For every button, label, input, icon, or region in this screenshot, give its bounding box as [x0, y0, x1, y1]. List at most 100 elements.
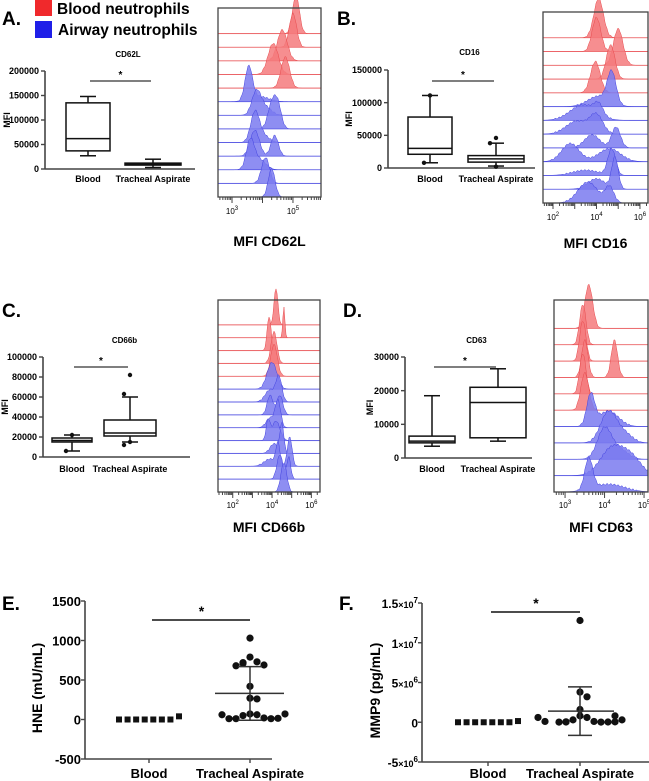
- tick-base: 10: [305, 501, 314, 510]
- data-point: [541, 717, 549, 726]
- tick-mantissa: 1: [392, 637, 399, 651]
- x-category-label: Blood: [131, 766, 168, 781]
- scatter-group-blood: [455, 718, 521, 726]
- significance-star: *: [119, 70, 123, 81]
- data-point: [253, 695, 261, 703]
- y-tick-label: 60000: [12, 392, 37, 402]
- histogram-peak: [542, 147, 649, 176]
- histogram-peak: [217, 130, 322, 157]
- x-axis-label: MFI CD66b: [233, 519, 305, 535]
- y-tick-label: 0: [411, 716, 418, 730]
- data-point: [611, 712, 619, 720]
- histogram-peak: [542, 126, 649, 149]
- chart-title: CD62L: [115, 50, 140, 59]
- data-point: [133, 716, 140, 723]
- histogram-peak: [217, 42, 322, 75]
- histogram-row-airway: [542, 126, 649, 149]
- histogram-row-airway: [217, 421, 321, 454]
- outlier-point: [121, 442, 127, 448]
- data-point: [618, 716, 626, 724]
- histogram-row-blood: [217, 330, 321, 364]
- y-tick-label: 40000: [12, 412, 37, 422]
- x-category-label: Blood: [419, 464, 445, 474]
- y-tick-label: 150000: [9, 91, 39, 101]
- data-point: [583, 713, 591, 722]
- box-blood: [408, 394, 456, 447]
- tick-base: 10: [266, 501, 275, 510]
- histogram-row-airway: [217, 109, 322, 144]
- histogram-row-airway: [217, 94, 322, 130]
- histogram-peak: [217, 316, 321, 351]
- y-tick-label: 150000: [352, 65, 382, 75]
- data-point: [176, 713, 182, 720]
- legend-swatch-airway: [35, 21, 52, 38]
- x-tick-label: 104: [590, 212, 603, 222]
- tick-mantissa: 0: [411, 716, 418, 730]
- y-axis-label: MFI: [365, 400, 375, 416]
- x-tick-label: 104: [598, 500, 611, 510]
- data-point: [141, 716, 148, 723]
- y-axis: 0 50000 100000 150000: [352, 65, 389, 173]
- data-point: [576, 616, 584, 625]
- data-point: [260, 714, 268, 722]
- box-blood: [65, 95, 111, 157]
- histogram-row-blood: [553, 283, 649, 329]
- data-point: [246, 634, 254, 642]
- x-tick-label: 102: [547, 212, 560, 222]
- data-point: [167, 716, 174, 723]
- box-blood: [51, 432, 93, 454]
- histogram-row-blood: [553, 338, 649, 378]
- tick-exponent: 5: [296, 206, 300, 212]
- y-axis: 0 20000 40000 60000 80000 100000: [7, 352, 44, 462]
- chart-title: CD66b: [112, 336, 137, 345]
- y-tick-label: 200000: [9, 66, 39, 76]
- histogram-row-airway: [217, 436, 321, 467]
- histogram-row-blood: [217, 0, 322, 35]
- x-tick-label: 103: [226, 206, 239, 216]
- tick-base: 10: [634, 213, 643, 222]
- histogram-row-airway: [553, 443, 649, 477]
- histogram-peak: [217, 330, 321, 364]
- data-point: [239, 659, 247, 668]
- outlier-point: [69, 432, 75, 438]
- y-tick-label: -5×106: [388, 755, 419, 770]
- histogram-peak: [217, 0, 322, 34]
- tick-exponent: 6: [414, 676, 419, 685]
- x-tick-label: 105: [287, 206, 300, 216]
- x-category-label: Tracheal Aspirate: [116, 174, 191, 184]
- panel-label-b: B.: [337, 9, 356, 30]
- tick-exponent: 5: [647, 500, 649, 506]
- significance-star: *: [463, 356, 467, 367]
- tick-exponent: 7: [414, 596, 419, 605]
- x-category-label: Blood: [417, 174, 443, 184]
- panel-label-d: D.: [343, 301, 362, 322]
- histogram-row-blood: [217, 12, 322, 48]
- data-point: [583, 693, 591, 701]
- histogram-row-airway: [217, 394, 321, 416]
- y-axis-label: MMP9 (pg/mL): [367, 643, 383, 739]
- histogram-row-airway: [542, 111, 649, 135]
- histogram-peak: [217, 64, 322, 102]
- box-iqr: [469, 386, 527, 439]
- box-tracheal-aspirate: [467, 135, 525, 169]
- tick-mantissa: 5: [392, 677, 399, 691]
- tick-times: ×10: [398, 640, 413, 650]
- box-blood: [407, 93, 453, 165]
- histogram-row-blood: [217, 316, 321, 352]
- x-tick-label: 105: [638, 500, 649, 510]
- histogram-peak: [218, 374, 320, 403]
- data-point: [267, 715, 275, 723]
- y-tick-label: 80000: [12, 372, 37, 382]
- x-tick-label: 104: [266, 500, 279, 510]
- y-tick-label: 100000: [7, 352, 37, 362]
- scatter-group-tracheal-aspirate: [534, 616, 626, 737]
- histogram-peak: [542, 100, 649, 121]
- outlier-point: [127, 372, 133, 378]
- histogram-peak: [553, 409, 649, 444]
- histogram-row-blood: [542, 60, 649, 94]
- significance-star: *: [99, 356, 103, 367]
